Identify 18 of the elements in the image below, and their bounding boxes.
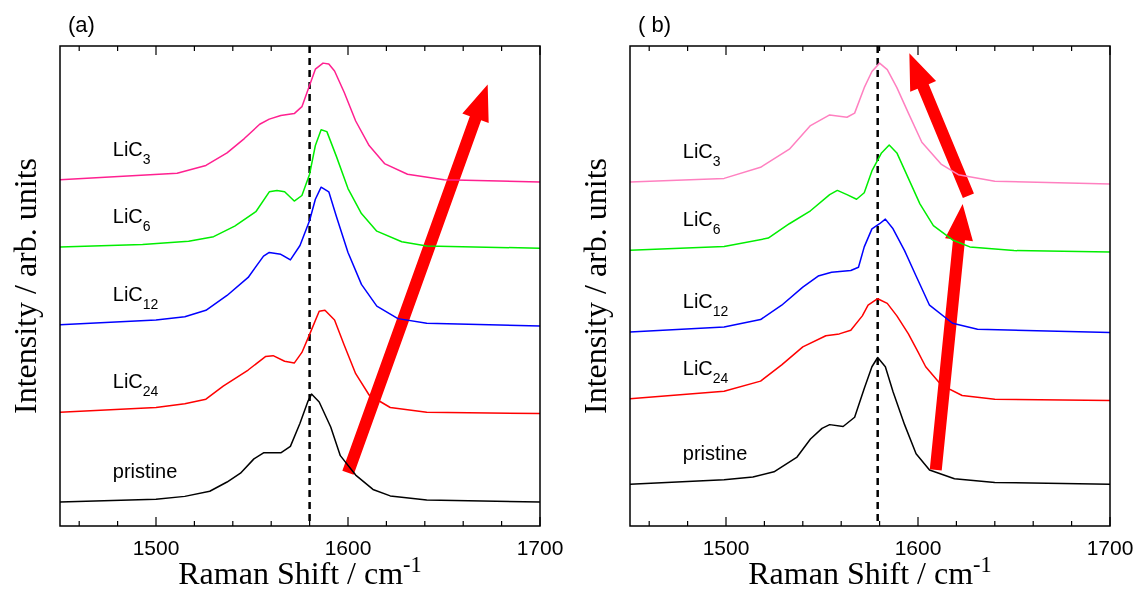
x-tick-label: 1500 [702,536,750,559]
series-label: LiC$_{12}$ [112,282,159,312]
series-label: LiC$_{6}$ [112,204,151,234]
x-tick-label: 1700 [1086,536,1134,559]
series-label: pristine [112,459,178,482]
series-label: LiC$_{3}$ [112,137,151,167]
series-label: pristine [682,442,748,465]
series-label: LiC$_{3}$ [682,140,721,170]
series-label: LiC$_{24}$ [112,370,159,400]
y-axis-title: Intensity / arb. units [7,158,43,414]
y-axis-title: Intensity / arb. units [577,158,613,414]
chart-title: (a) [68,12,95,37]
series-label: LiC$_{6}$ [682,208,721,238]
x-tick-label: 1500 [132,536,180,559]
series-label: LiC$_{12}$ [682,290,729,320]
x-tick-label: 1700 [516,536,564,559]
chart-title: ( b) [638,12,671,37]
series-label: LiC$_{24}$ [682,356,729,386]
